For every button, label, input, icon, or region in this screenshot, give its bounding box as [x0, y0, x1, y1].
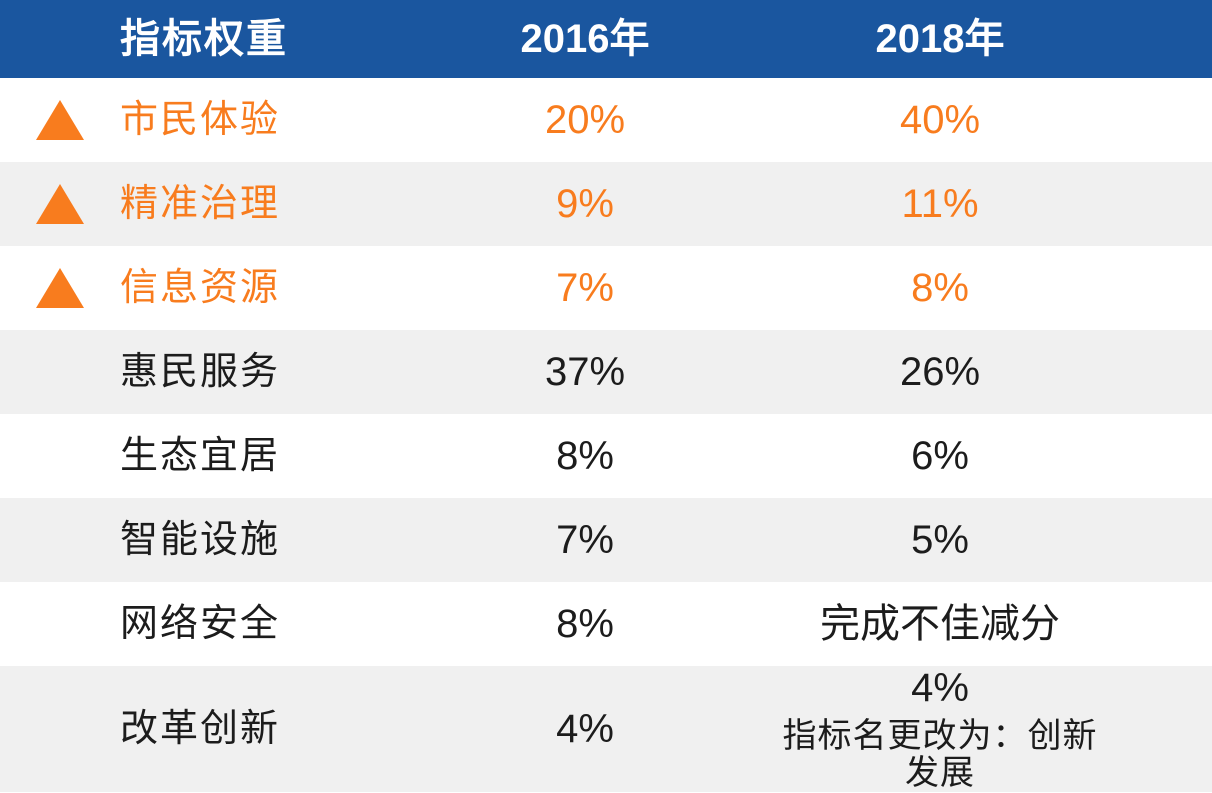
value-2018: 8%: [911, 266, 969, 310]
table-row: 网络安全 8% 完成不佳减分: [0, 582, 1212, 666]
value-2018: 40%: [899, 98, 981, 142]
indicator-label: 网络安全: [120, 603, 281, 645]
indicator-label: 信息资源: [120, 267, 281, 309]
header-cell-indicator: 指标权重: [0, 19, 400, 59]
value-2016: 8%: [556, 602, 614, 646]
value-2018: 5%: [911, 518, 969, 562]
value-2018: 6%: [911, 434, 969, 478]
value-2018: 4% 指标名更改为：创新发展: [770, 666, 1110, 793]
table-row: 精准治理 9% 11%: [0, 162, 1212, 246]
header-cell-2018: 2018年: [875, 17, 1005, 61]
value-2016: 37%: [544, 350, 626, 394]
value-2016: 8%: [556, 434, 614, 478]
table-header-row: 指标权重 2016年 2018年: [0, 0, 1212, 78]
value-2016: 9%: [556, 182, 614, 226]
triangle-up-icon: [36, 100, 84, 140]
indicator-cell: 精准治理: [0, 184, 400, 224]
value-2016: 4%: [556, 707, 614, 752]
table-row: 惠民服务 37% 26%: [0, 330, 1212, 414]
indicator-cell: 市民体验: [0, 100, 400, 140]
table-row: 信息资源 7% 8%: [0, 246, 1212, 330]
value-2018: 完成不佳减分: [820, 602, 1060, 646]
indicator-cell: 信息资源: [0, 268, 400, 308]
indicator-cell: 改革创新: [0, 709, 400, 749]
header-label-indicator: 指标权重: [120, 17, 288, 61]
indicator-cell: 网络安全: [0, 604, 400, 644]
value-2018-main: 4%: [911, 666, 969, 710]
indicator-label: 生态宜居: [120, 435, 281, 477]
table-row: 市民体验 20% 40%: [0, 78, 1212, 162]
table-row: 智能设施 7% 5%: [0, 498, 1212, 582]
triangle-up-icon: [36, 184, 84, 224]
value-2018: 11%: [901, 182, 979, 226]
triangle-up-icon: [36, 268, 84, 308]
indicator-label: 惠民服务: [120, 351, 281, 393]
value-2016: 20%: [544, 98, 626, 142]
indicator-label: 智能设施: [120, 519, 281, 561]
indicator-cell: 智能设施: [0, 520, 400, 560]
table-row: 改革创新 4% 4% 指标名更改为：创新发展: [0, 666, 1212, 792]
indicator-label: 改革创新: [120, 708, 281, 751]
table-row: 生态宜居 8% 6%: [0, 414, 1212, 498]
value-2018-note: 指标名更改为：创新发展: [782, 717, 1098, 793]
indicator-label: 精准治理: [120, 183, 281, 225]
value-2016: 7%: [556, 518, 614, 562]
indicator-label: 市民体验: [120, 99, 281, 141]
table-body: 市民体验 20% 40% 精准治理 9% 11% 信息资源 7% 8% 惠民服务 37% 26% 生态宜…: [0, 78, 1212, 792]
indicator-cell: 惠民服务: [0, 352, 400, 392]
value-2018: 26%: [899, 350, 981, 394]
value-2016: 7%: [556, 266, 614, 310]
indicator-cell: 生态宜居: [0, 436, 400, 476]
header-cell-2016: 2016年: [520, 17, 650, 61]
